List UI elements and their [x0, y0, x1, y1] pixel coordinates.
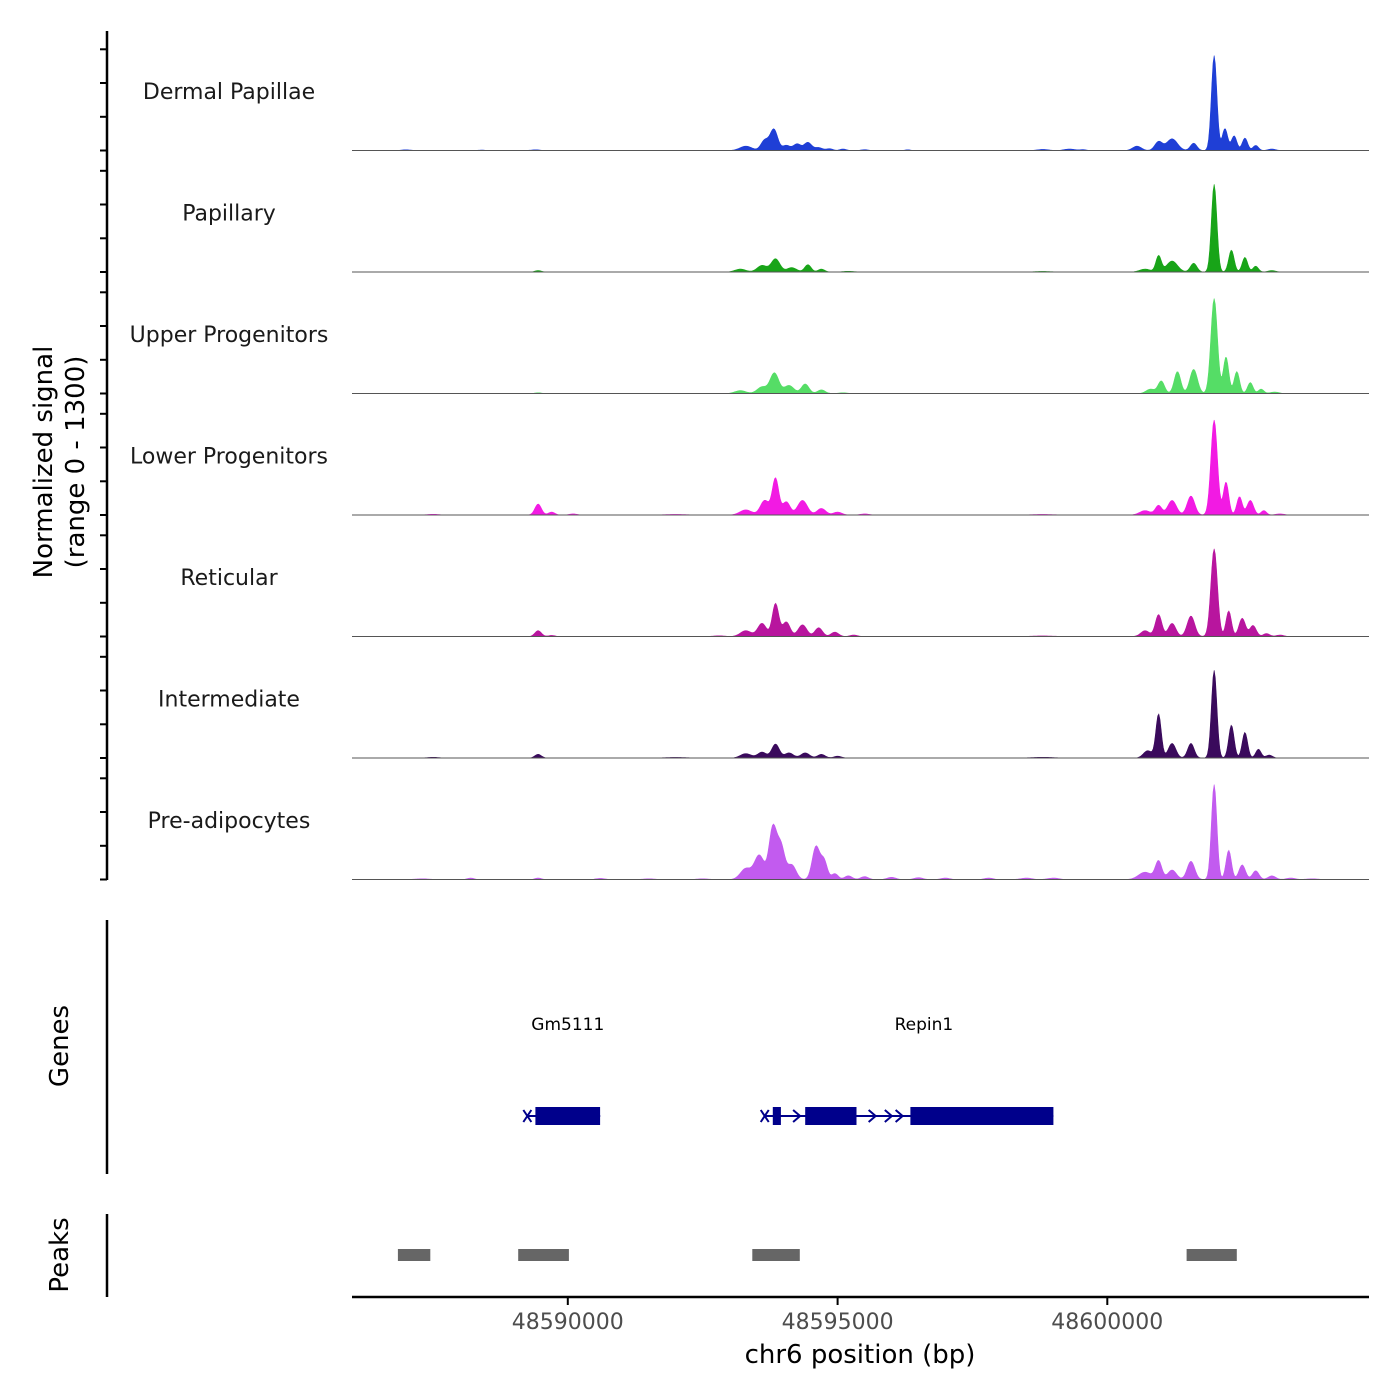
gene-strand-arrow-repin1 [894, 1109, 905, 1123]
y-axis-title-line1: Normalized signal [29, 346, 59, 579]
gene-label-repin1: Repin1 [895, 1015, 954, 1035]
track-label-lower-progenitors: Lower Progenitors [130, 445, 328, 470]
coverage-area-upper-progenitors [352, 298, 1369, 394]
coverage-area-papillary [352, 184, 1369, 273]
peaks-panel-title: Peaks [45, 1217, 75, 1292]
signal-tracks: Dermal Papillae Papillary Upper Progenitor… [130, 55, 1369, 880]
coverage-area-pre-adipocytes [352, 784, 1369, 880]
coverage-area-lower-progenitors [352, 419, 1369, 516]
gene-strand-arrow-repin1 [792, 1109, 802, 1123]
gene-label-gm5111: Gm5111 [531, 1015, 604, 1035]
x-tick-label: 48600000 [1051, 1310, 1163, 1335]
gene-strand-arrow-repin1 [884, 1109, 894, 1123]
x-axis-ticks: 48590000 48595000 48600000 [512, 1297, 1163, 1335]
track-label-pre-adipocytes: Pre-adipocytes [148, 809, 311, 834]
track-label-upper-progenitors: Upper Progenitors [130, 323, 329, 348]
track-label-intermediate: Intermediate [158, 688, 300, 713]
peak-region-bar [752, 1249, 800, 1261]
peak-region-bar [518, 1249, 569, 1261]
gene-annotations: Gm5111 Repin1 [522, 1015, 1054, 1125]
gene-strand-arrow-repin1 [867, 1109, 878, 1123]
x-axis-title: chr6 position (bp) [745, 1340, 976, 1370]
coverage-area-intermediate [352, 670, 1369, 759]
coverage-area-dermal-papillae [352, 55, 1369, 151]
gene-exon-repin1 [805, 1107, 857, 1125]
peak-regions [397, 1249, 1237, 1261]
x-tick-label: 48590000 [512, 1310, 624, 1335]
track-label-papillary: Papillary [182, 202, 276, 227]
gene-exon-repin1 [772, 1107, 781, 1125]
coverage-area-reticular [352, 548, 1369, 637]
gene-start-marker-gm5111 [522, 1109, 533, 1123]
track-label-reticular: Reticular [180, 566, 278, 591]
gene-start-marker-repin1 [759, 1109, 770, 1123]
y-axis-title-line2: (range 0 - 1300) [61, 356, 91, 569]
peak-region-bar [397, 1249, 431, 1261]
genes-panel-title: Genes [45, 1005, 75, 1087]
gene-exon-repin1 [910, 1107, 1054, 1125]
peak-region-bar [1186, 1249, 1237, 1261]
x-tick-label: 48595000 [782, 1310, 894, 1335]
track-label-dermal-papillae: Dermal Papillae [143, 80, 315, 105]
gene-exon-gm5111 [535, 1107, 601, 1125]
signal-y-axis [100, 31, 109, 881]
